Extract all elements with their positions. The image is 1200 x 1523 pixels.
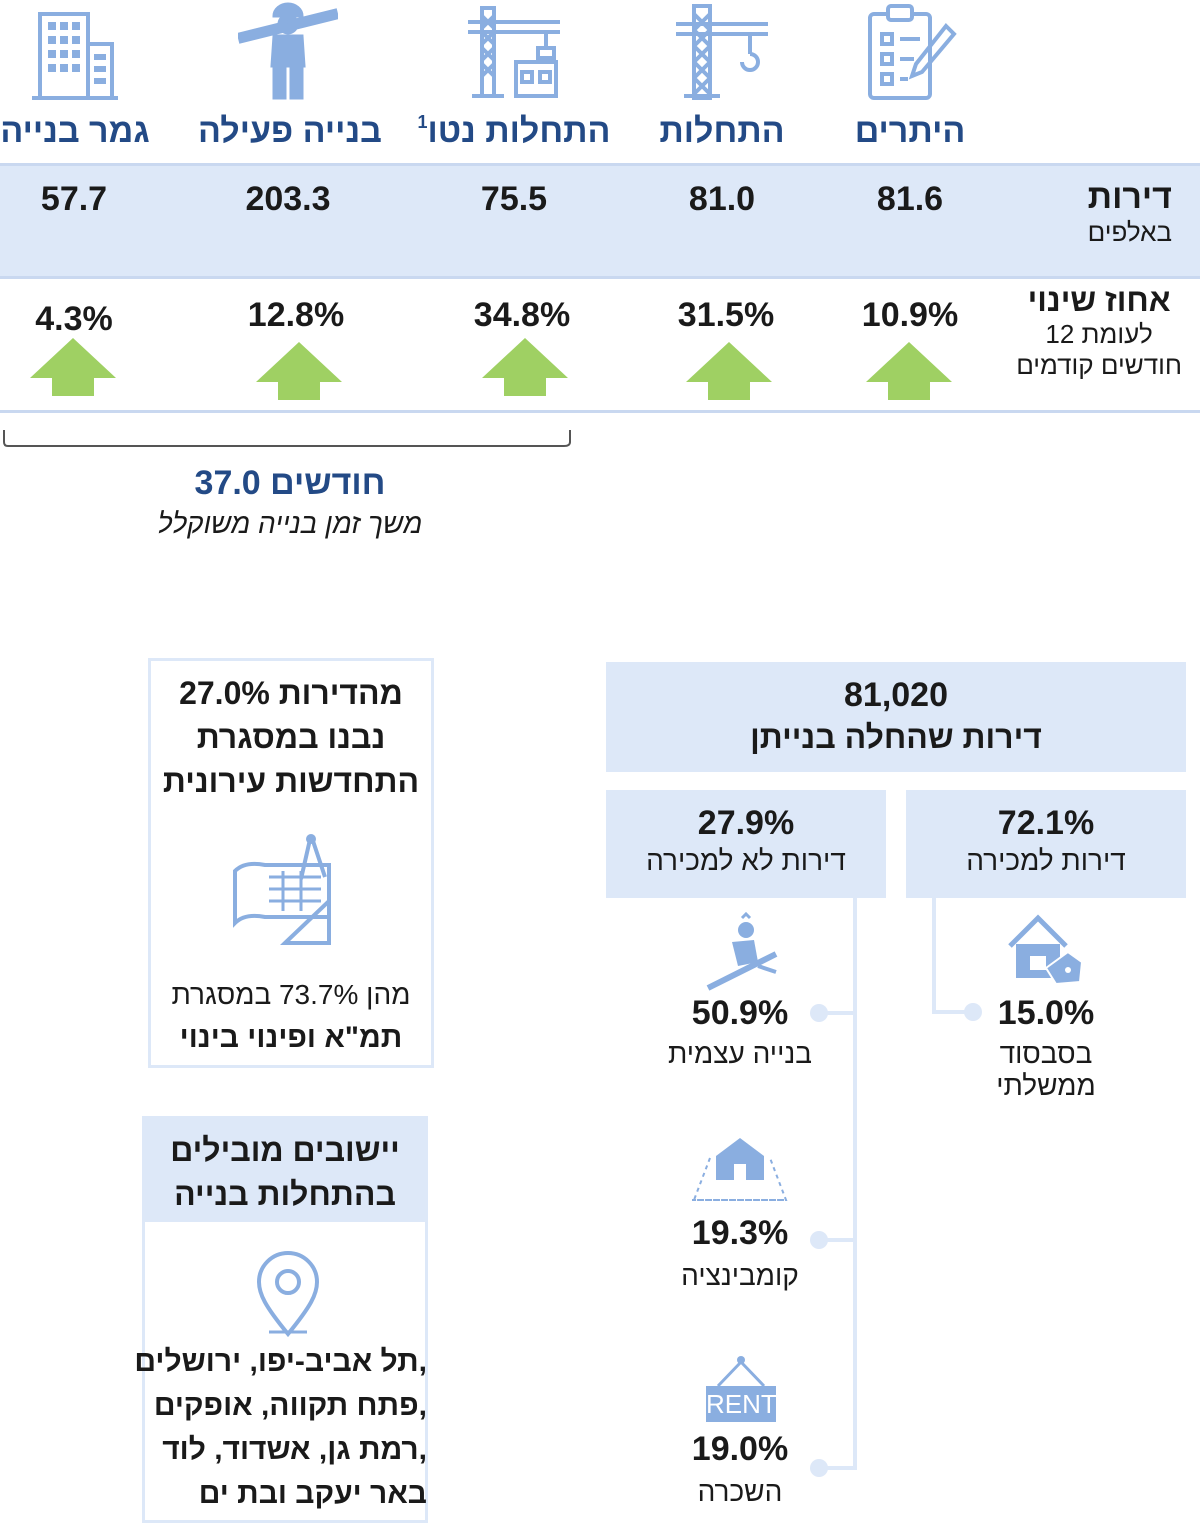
duration-value: 37.0 חודשים bbox=[194, 464, 386, 502]
urban-renewal-line1: 27.0% מהדירות bbox=[179, 675, 403, 711]
not-for-sale-box: 27.9% דירות לא למכירה bbox=[606, 790, 886, 898]
change-active: 12.8% bbox=[247, 296, 345, 334]
col-header-active: בנייה פעילה bbox=[198, 112, 382, 150]
value-completion: 57.7 bbox=[40, 180, 108, 218]
units-band bbox=[0, 163, 1200, 279]
urban-renewal-line2: נבנו במסגרת bbox=[196, 719, 386, 755]
col-header-completion: גמר בנייה bbox=[0, 112, 150, 150]
for-sale-box: 72.1% דירות למכירה bbox=[906, 790, 1186, 898]
office-building-icon bbox=[30, 4, 120, 100]
connector-line bbox=[932, 1010, 972, 1014]
self-building-pct: 50.9% bbox=[691, 994, 789, 1032]
connector-line bbox=[820, 1011, 856, 1015]
change-permits: 10.9% bbox=[861, 296, 959, 334]
builder-icon bbox=[706, 912, 778, 991]
crane-hook-icon bbox=[672, 2, 772, 102]
duration-bracket bbox=[3, 430, 571, 447]
connector-dot bbox=[810, 1459, 828, 1477]
house-tag-icon bbox=[1008, 914, 1084, 986]
up-arrow-icon bbox=[30, 338, 116, 396]
col-header-starts: התחלות bbox=[659, 112, 785, 150]
rent-sign-text: RENT bbox=[706, 1386, 777, 1422]
connector-dot bbox=[810, 1004, 828, 1022]
clipboard-pen-icon bbox=[858, 2, 958, 102]
rent-label: השכרה bbox=[697, 1476, 783, 1507]
rent-sign-icon: RENT bbox=[706, 1354, 777, 1424]
self-building-label: בנייה עצמית bbox=[667, 1038, 812, 1069]
leading-title1: יישובים מובילים bbox=[170, 1132, 400, 1168]
connector-line bbox=[820, 1466, 856, 1470]
value-active: 203.3 bbox=[245, 180, 331, 218]
urban-renewal-box: 27.0% מהדירות נבנו במסגרת התחדשות עירוני… bbox=[148, 658, 434, 1068]
crane-building-icon bbox=[464, 2, 564, 102]
urban-renewal-sub1: מהן 73.7% במסגרת bbox=[171, 979, 411, 1010]
up-arrow-icon bbox=[686, 342, 772, 400]
divider bbox=[0, 410, 1200, 413]
not-for-sale-pct: 27.9% bbox=[697, 804, 795, 842]
col-header-permits: היתרים bbox=[854, 112, 966, 150]
for-sale-pct: 72.1% bbox=[997, 804, 1095, 842]
up-arrow-icon bbox=[482, 338, 568, 396]
starts-total-box: 81,020 דירות שהחלה בנייתן bbox=[606, 662, 1186, 772]
connector-line bbox=[820, 1238, 856, 1242]
subsidized-pct: 15.0% bbox=[997, 994, 1095, 1032]
value-permits: 81.6 bbox=[876, 180, 944, 218]
combination-label: קומבינציה bbox=[681, 1260, 799, 1291]
leading-title-box: יישובים מובילים בהתחלות בנייה bbox=[142, 1116, 428, 1224]
city-line: באר יעקב ובת ים bbox=[198, 1477, 427, 1510]
location-pin-icon bbox=[256, 1251, 320, 1338]
up-arrow-icon bbox=[256, 342, 342, 400]
city-line: רמת גן, אשדוד, לוד, bbox=[162, 1433, 427, 1466]
city-line: תל אביב-יפו, ירושלים, bbox=[134, 1345, 427, 1378]
connector-line bbox=[932, 898, 936, 1014]
subsidized-label: בסבסוד ממשלתי bbox=[996, 1038, 1096, 1101]
leading-cities-box: תל אביב-יפו, ירושלים, פתח תקווה, אופקים,… bbox=[134, 1222, 428, 1523]
value-starts: 81.0 bbox=[688, 180, 756, 218]
connector-line bbox=[853, 898, 857, 1470]
urban-renewal-line3: התחדשות עירונית bbox=[162, 763, 420, 799]
leading-title2: בהתחלות בנייה bbox=[174, 1176, 396, 1212]
duration-label: משך זמן בנייה משוקלל bbox=[157, 508, 423, 539]
value-net-starts: 75.5 bbox=[480, 180, 548, 218]
city-line: פתח תקווה, אופקים, bbox=[153, 1389, 427, 1422]
change-starts: 31.5% bbox=[677, 296, 775, 334]
combination-pct: 19.3% bbox=[691, 1214, 789, 1252]
not-for-sale-label: דירות לא למכירה bbox=[646, 845, 846, 876]
starts-total-value: 81,020 bbox=[844, 676, 948, 714]
units-row-label: דירות באלפים bbox=[1087, 178, 1172, 247]
change-completion: 4.3% bbox=[35, 300, 113, 338]
connector-dot bbox=[810, 1231, 828, 1249]
for-sale-label: דירות למכירה bbox=[966, 845, 1126, 876]
col-header-net-starts: התחלות נטו1 bbox=[417, 112, 611, 150]
change-row-label: אחוז שינוי לעומת 12 חודשים קודמים bbox=[1016, 282, 1182, 380]
connector-dot bbox=[964, 1003, 982, 1021]
starts-total-label: דירות שהחלה בנייתן bbox=[750, 719, 1042, 755]
rent-pct: 19.0% bbox=[691, 1430, 789, 1468]
construction-worker-icon bbox=[238, 0, 338, 100]
footnote-marker: 1 bbox=[417, 112, 428, 132]
blueprint-icon bbox=[233, 834, 331, 945]
up-arrow-icon bbox=[866, 342, 952, 400]
change-net-starts: 34.8% bbox=[473, 296, 571, 334]
house-land-icon bbox=[692, 1138, 788, 1201]
urban-renewal-sub2: תמ"א ופינוי בינוי bbox=[179, 1021, 403, 1054]
